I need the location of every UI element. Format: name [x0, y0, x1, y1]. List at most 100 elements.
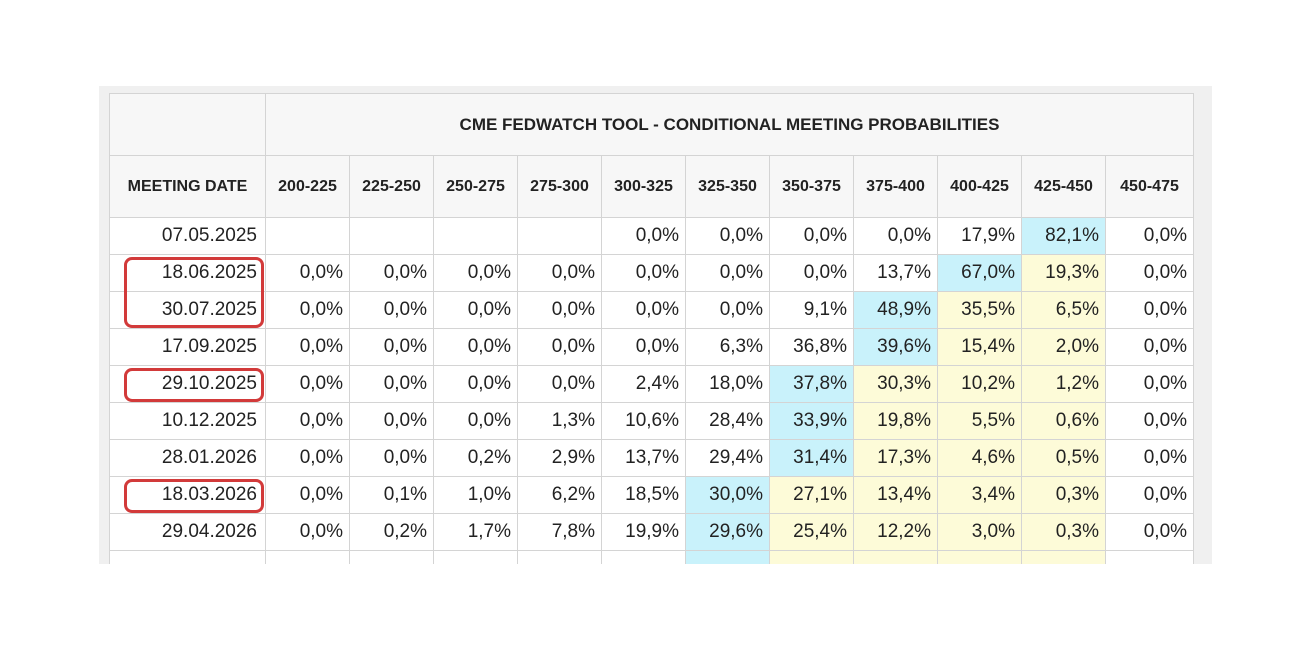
probability-cell: 0,0% — [433, 365, 518, 403]
probability-cell: 15,4% — [937, 328, 1022, 366]
meeting-date: 18.03.2026 — [161, 484, 257, 505]
range-header-225-250: 225-250 — [349, 155, 434, 218]
probability-cell: 0,0% — [601, 254, 686, 292]
probability-cell: 0,0% — [853, 217, 938, 255]
probability-cell — [517, 550, 602, 564]
table-row: 07.05.2025 0,0% 0,0% 0,0% 0,0% 17,9% 82,1% 0,0% — [109, 217, 1195, 255]
range-header-325-350: 325-350 — [685, 155, 770, 218]
probability-cell: 48,9% — [853, 291, 938, 329]
probability-cell: 0,0% — [265, 402, 350, 440]
probability-cell: 0,0% — [349, 365, 434, 403]
probability-cell: 19,9% — [601, 513, 686, 551]
meeting-date: 07.05.2025 — [161, 225, 257, 246]
table-panel: CME FEDWATCH TOOL - CONDITIONAL MEETING … — [99, 86, 1212, 564]
probability-cell: 0,0% — [349, 402, 434, 440]
probability-cell — [853, 550, 938, 564]
probability-cell — [517, 217, 602, 255]
range-header-250-275: 250-275 — [433, 155, 518, 218]
probability-cell: 29,4% — [685, 439, 770, 477]
probability-cell: 0,0% — [349, 439, 434, 477]
probability-cell: 1,2% — [1021, 365, 1106, 403]
probability-cell — [601, 550, 686, 564]
probability-cell: 35,5% — [937, 291, 1022, 329]
probability-cell: 18,0% — [685, 365, 770, 403]
probability-cell: 30,0% — [685, 476, 770, 514]
table-row: 18.06.2025 0,0% 0,0% 0,0% 0,0% 0,0% 0,0% 0,0% 13… — [109, 254, 1195, 292]
table-row: 29.04.2026 0,0% 0,2% 1,7% 7,8% 19,9% 29,6% 25,4… — [109, 513, 1195, 551]
probability-cell: 5,5% — [937, 402, 1022, 440]
table-title: CME FEDWATCH TOOL - CONDITIONAL MEETING … — [264, 93, 1195, 156]
probability-cell: 0,0% — [601, 328, 686, 366]
probability-cell: 0,0% — [433, 291, 518, 329]
probability-cell: 4,6% — [937, 439, 1022, 477]
probability-cell: 6,3% — [685, 328, 770, 366]
range-header-375-400: 375-400 — [853, 155, 938, 218]
probability-cell: 19,8% — [853, 402, 938, 440]
probability-cell: 0,0% — [1104, 254, 1195, 292]
probability-cell: 0,2% — [433, 439, 518, 477]
probability-cell: 0,0% — [433, 328, 518, 366]
probability-cell — [433, 550, 518, 564]
probability-cell: 0,2% — [349, 513, 434, 551]
probability-cell: 0,0% — [1104, 328, 1195, 366]
probability-cell: 0,0% — [1104, 217, 1195, 255]
probability-cell: 0,0% — [349, 291, 434, 329]
probability-table: CME FEDWATCH TOOL - CONDITIONAL MEETING … — [109, 93, 1195, 564]
probability-cell — [265, 550, 350, 564]
probability-cell: 36,8% — [769, 328, 854, 366]
table-row: 30.07.2025 0,0% 0,0% 0,0% 0,0% 0,0% 0,0% 9,1% 48… — [109, 291, 1195, 329]
probability-cell: 7,8% — [517, 513, 602, 551]
probability-cell — [1021, 550, 1106, 564]
table-row: 29.10.2025 0,0% 0,0% 0,0% 0,0% 2,4% 18,0% 37,8%… — [109, 365, 1195, 403]
probability-cell: 0,0% — [685, 217, 770, 255]
probability-cell: 0,0% — [517, 254, 602, 292]
probability-cell: 0,3% — [1021, 513, 1106, 551]
probability-cell: 10,2% — [937, 365, 1022, 403]
table-row — [109, 550, 1195, 564]
corner-cell — [109, 93, 266, 156]
probability-cell: 0,0% — [517, 328, 602, 366]
probability-cell: 0,0% — [769, 254, 854, 292]
range-header-450-475: 450-475 — [1104, 155, 1195, 218]
probability-cell: 2,9% — [517, 439, 602, 477]
header-row: MEETING DATE 200-225 225-250 250-275 275-30… — [109, 155, 1195, 218]
probability-cell: 67,0% — [937, 254, 1022, 292]
meeting-date-cell: 29.10.2025 — [109, 365, 266, 403]
probability-cell: 6,2% — [517, 476, 602, 514]
meeting-date: 17.09.2025 — [161, 336, 257, 357]
table-row: 28.01.2026 0,0% 0,0% 0,2% 2,9% 13,7% 29,4% 31,4… — [109, 439, 1195, 477]
probability-cell: 0,0% — [1104, 402, 1195, 440]
probability-cell: 10,6% — [601, 402, 686, 440]
probability-cell: 28,4% — [685, 402, 770, 440]
table-row: 18.03.2026 0,0% 0,1% 1,0% 6,2% 18,5% 30,0% 27,1… — [109, 476, 1195, 514]
probability-cell: 0,0% — [1104, 291, 1195, 329]
probability-cell — [1104, 550, 1195, 564]
meeting-date: 29.10.2025 — [161, 373, 257, 394]
probability-cell: 6,5% — [1021, 291, 1106, 329]
meeting-date: 18.06.2025 — [161, 262, 257, 283]
probability-cell: 39,6% — [853, 328, 938, 366]
probability-cell: 18,5% — [601, 476, 686, 514]
table-body: 07.05.2025 0,0% 0,0% 0,0% 0,0% 17,9% 82,1% 0,0%… — [109, 217, 1195, 564]
range-header-300-325: 300-325 — [601, 155, 686, 218]
probability-cell — [937, 550, 1022, 564]
probability-cell: 17,3% — [853, 439, 938, 477]
probability-cell: 33,9% — [769, 402, 854, 440]
meeting-date-cell: 07.05.2025 — [109, 217, 266, 255]
probability-cell: 0,6% — [1021, 402, 1106, 440]
probability-cell: 3,4% — [937, 476, 1022, 514]
probability-cell: 0,0% — [349, 328, 434, 366]
probability-cell: 0,0% — [685, 291, 770, 329]
probability-cell: 0,0% — [265, 254, 350, 292]
meeting-date: 30.07.2025 — [161, 299, 257, 320]
probability-cell — [769, 550, 854, 564]
probability-cell: 19,3% — [1021, 254, 1106, 292]
meeting-date-cell: 18.03.2026 — [109, 476, 266, 514]
probability-cell: 0,0% — [265, 365, 350, 403]
meeting-date: 29.04.2026 — [161, 521, 257, 542]
probability-cell: 82,1% — [1021, 217, 1106, 255]
probability-cell — [349, 217, 434, 255]
probability-cell: 17,9% — [937, 217, 1022, 255]
meeting-date-cell: 30.07.2025 — [109, 291, 266, 329]
meeting-date-cell: 17.09.2025 — [109, 328, 266, 366]
